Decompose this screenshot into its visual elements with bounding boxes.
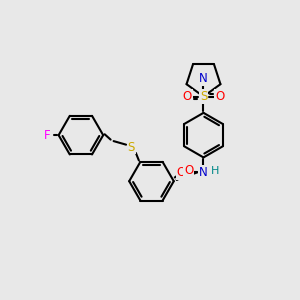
Text: O: O — [177, 166, 186, 179]
Text: N: N — [199, 166, 208, 179]
Text: O: O — [182, 90, 192, 103]
Text: O: O — [184, 164, 193, 177]
Text: F: F — [44, 129, 51, 142]
Text: N: N — [199, 72, 208, 85]
Text: S: S — [200, 90, 207, 103]
Text: H: H — [211, 166, 219, 176]
Text: O: O — [215, 90, 224, 103]
Text: S: S — [128, 140, 135, 154]
